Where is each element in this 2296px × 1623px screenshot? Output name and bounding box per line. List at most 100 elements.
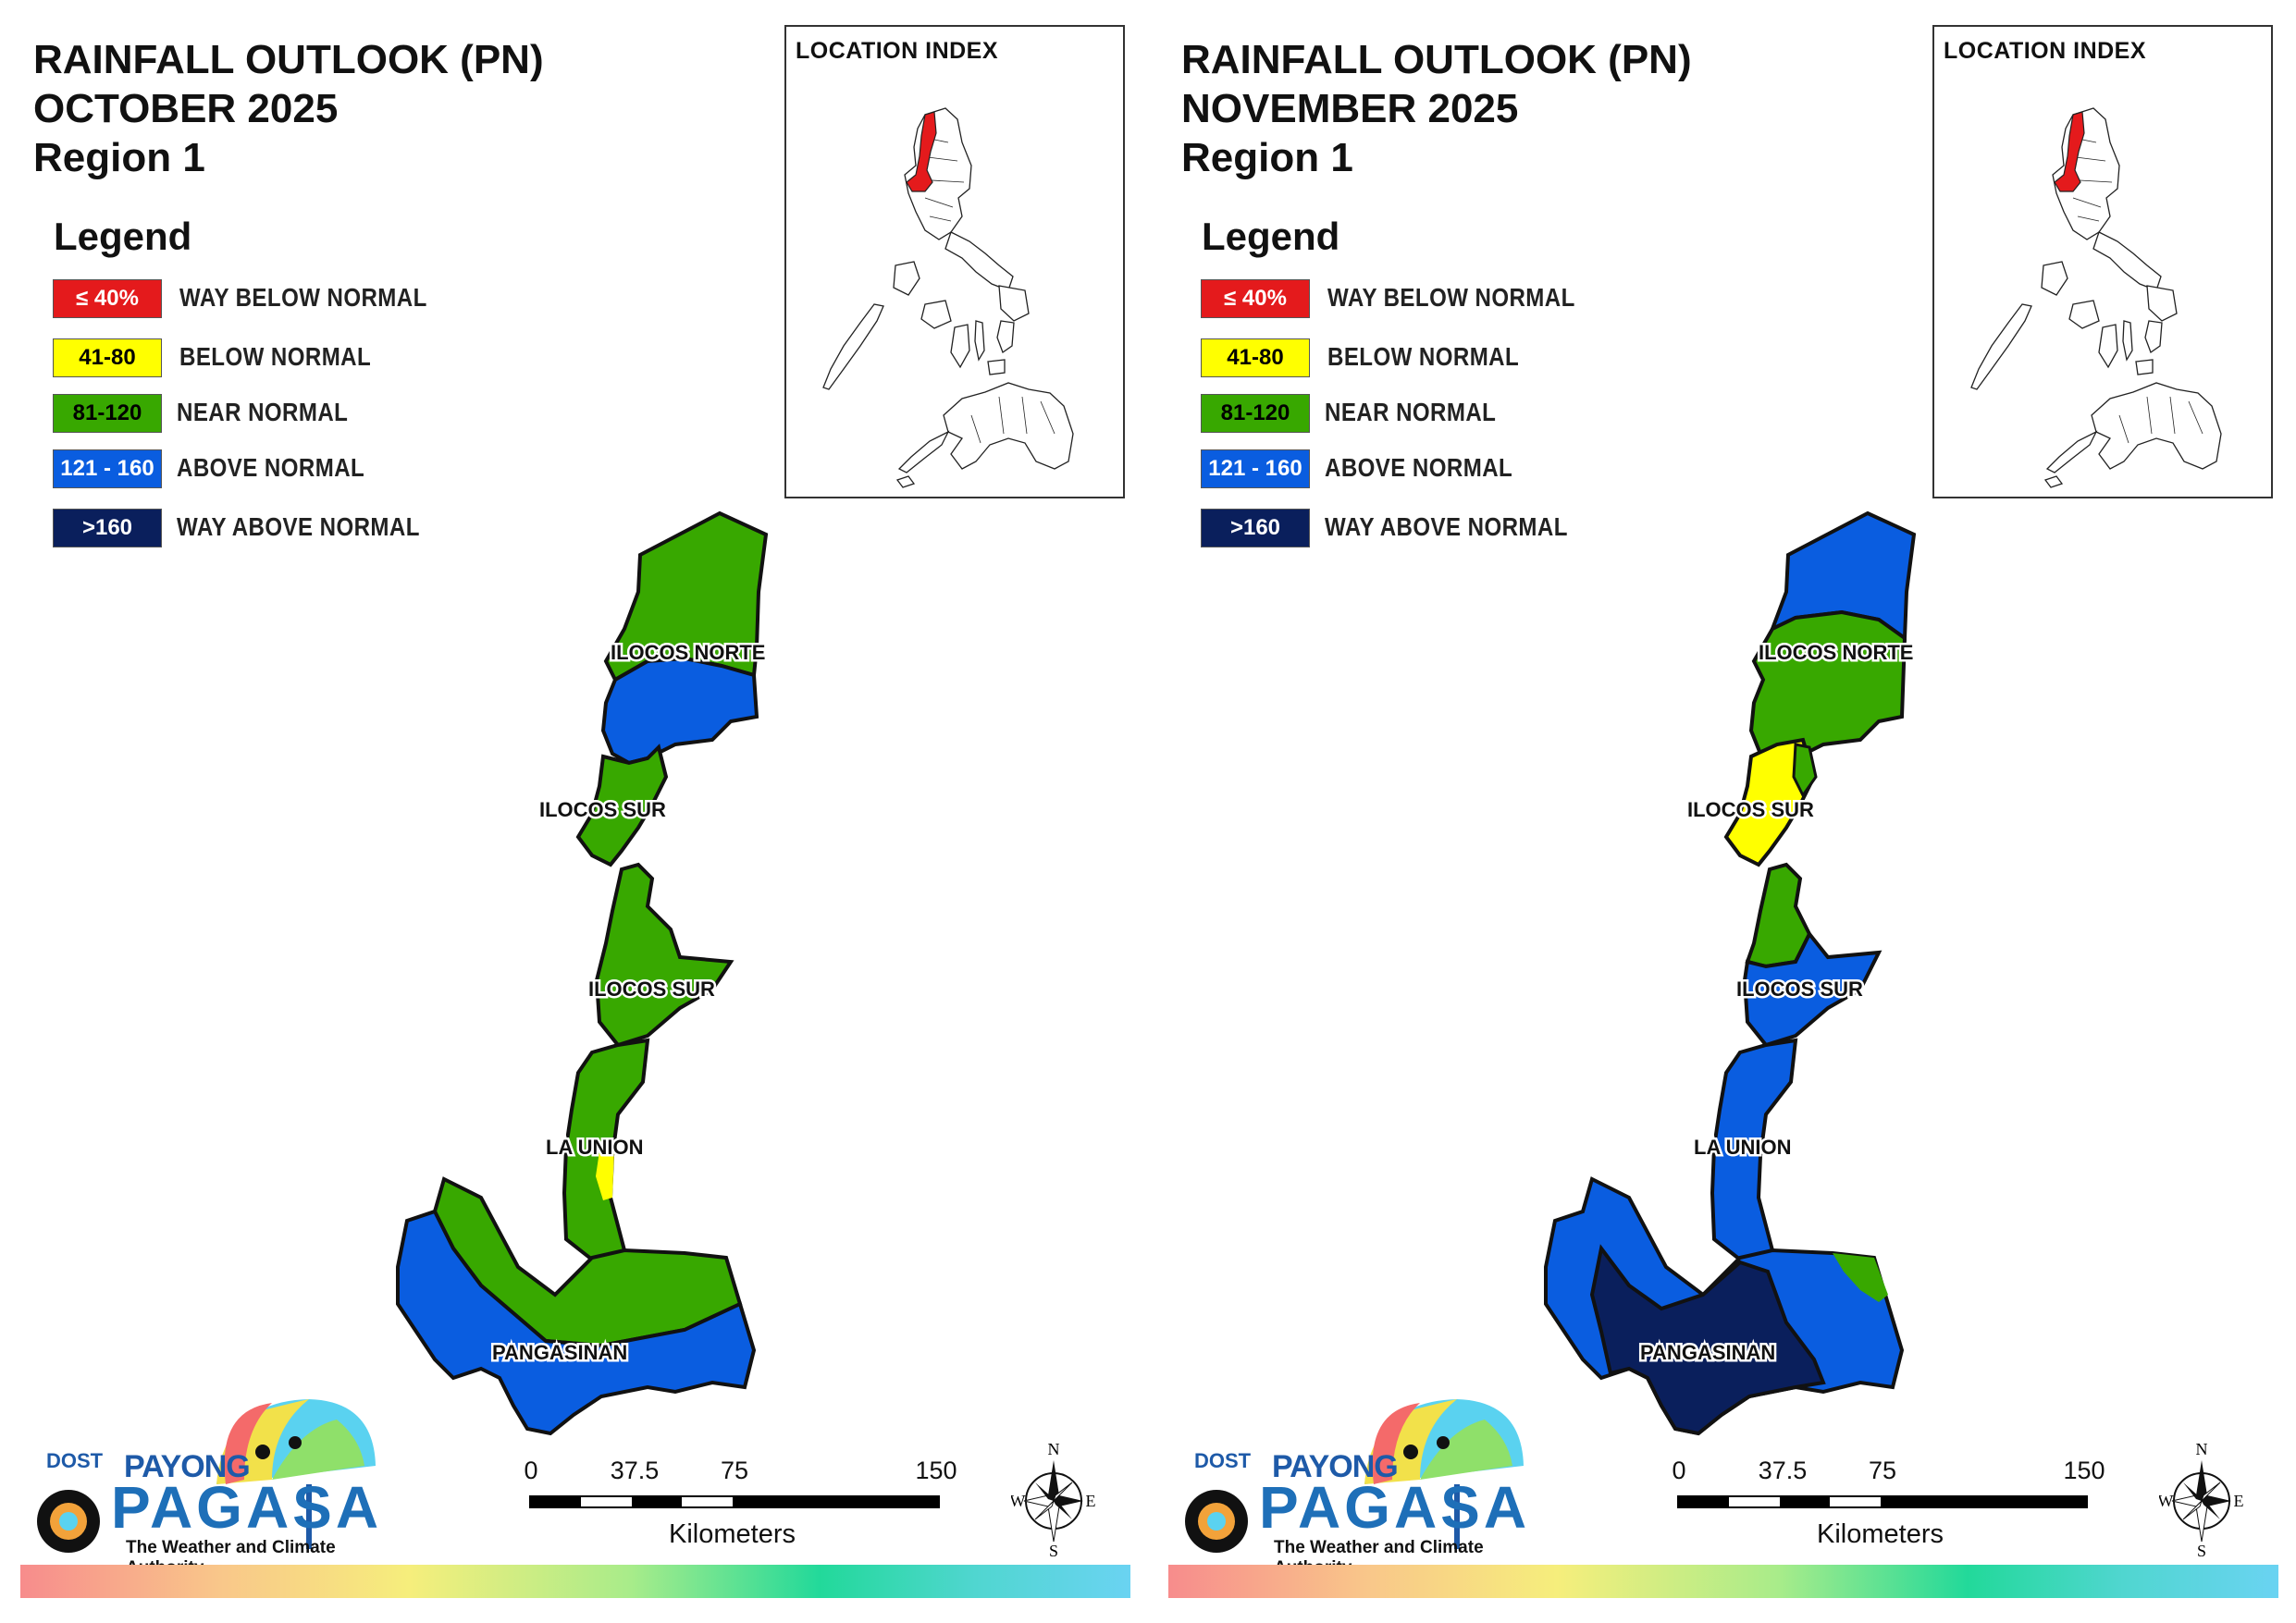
map-title: RAINFALL OUTLOOK (PN) NOVEMBER 2025 Regi… [1181,35,1692,182]
pagasa-text: PAGASA [1259,1474,1531,1541]
inset-title: LOCATION INDEX [796,38,999,64]
leyte-outline [996,320,1015,354]
scale-unit: Kilometers [669,1519,796,1549]
north-arrow: N S E W [2158,1440,2244,1560]
legend-item-way-below-normal: ≤ 40% WAY BELOW NORMAL [1201,279,1756,320]
legend-swatch: 121 - 160 [1201,449,1310,488]
inset-title: LOCATION INDEX [1944,38,2147,64]
legend-item-way-below-normal: ≤ 40% WAY BELOW NORMAL [53,279,608,320]
legend-swatch: >160 [1201,509,1310,547]
legend-title: Legend [54,215,192,258]
sulu-outline [2043,475,2064,488]
philippines-index-map [1970,107,2222,488]
pangasinan-above-normal [396,1209,757,1436]
label-ilocos-sur-north: ILOCOS SUR [539,798,666,821]
zamboanga-outline [2045,430,2098,473]
legend-label: NEAR NORMAL [177,398,349,426]
scale-tick: 0 [1672,1457,1686,1484]
umbrella-icon [37,1399,376,1553]
samar-outline [998,285,1030,322]
title-line3: Region 1 [33,135,205,180]
scale-bar: 0 37.5 75 150 Kilometers [524,1457,957,1558]
bohol-outline [2135,359,2154,375]
compass-w: W [1011,1492,1026,1510]
label-pangasinan: PANGASINAN [492,1341,627,1364]
mindoro-outline [893,261,920,296]
compass-s: S [1049,1542,1058,1560]
legend-item-near-normal: 81-120 NEAR NORMAL [53,394,608,435]
compass-n: N [2196,1440,2208,1458]
scale-bar: 0 37.5 75 150 Kilometers [1672,1457,2105,1558]
ilocos-norte-near-normal [1748,609,1907,766]
umbrella-icon [1185,1399,1524,1553]
dost-text: DOST [1194,1449,1252,1472]
leyte-outline [2144,320,2163,354]
ilocos-norte-above-normal [600,656,759,766]
palawan-outline [1970,303,2032,390]
mindanao-outline [943,382,1074,470]
scale-tick: 0 [524,1457,538,1484]
scale-tick: 75 [720,1457,749,1484]
title-line2: OCTOBER 2025 [33,86,339,131]
legend-label: WAY BELOW NORMAL [179,283,427,312]
label-ilocos-sur-north: ILOCOS SUR [1687,798,1814,821]
legend-item-below-normal: 41-80 BELOW NORMAL [53,338,608,379]
pagasa-logo: DOST PAYONG PAGASA The Weather and Clima… [1179,1392,1549,1578]
scale-tick: 37.5 [610,1457,660,1484]
ilocos-sur-south-above-normal [1742,930,1882,1048]
ilocos-sur-south-near-normal [594,862,734,1048]
north-arrow: N S E W [1010,1440,1096,1560]
label-la-union: LA UNION [546,1136,644,1159]
region1-map-november: ILOCOS NORTE ILOCOS SUR ILOCOS SUR LA UN… [1544,510,1917,1436]
legend-label: BELOW NORMAL [1327,342,1520,371]
legend-label: BELOW NORMAL [179,342,372,371]
zamboanga-outline [897,430,950,473]
legend-swatch: 41-80 [1201,338,1310,377]
legend-item-above-normal: 121 - 160 ABOVE NORMAL [1201,449,1756,490]
label-ilocos-sur-south: ILOCOS SUR [1736,977,1863,1001]
label-pangasinan: PANGASINAN [1640,1341,1775,1364]
ilocos-sur-north-below-normal [1723,737,1817,867]
legend-label: WAY ABOVE NORMAL [1325,512,1568,541]
bohol-outline [987,359,1006,375]
compass-s: S [2197,1542,2206,1560]
compass-e: E [1086,1492,1096,1510]
la-union-below-normal [596,1149,614,1200]
location-index-inset: LOCATION INDEX [784,25,1125,498]
legend-label: WAY ABOVE NORMAL [177,512,420,541]
pangasinan-near-normal [1833,1253,1888,1302]
region-1-highlight [2054,111,2085,192]
november-panel: RAINFALL OUTLOOK (PN) NOVEMBER 2025 Regi… [1148,0,2296,1623]
legend-swatch: ≤ 40% [53,279,162,318]
ilocos-sur-north-near-normal [1792,743,1818,798]
pangasinan-way-above-normal [1589,1244,1826,1436]
location-index-inset: LOCATION INDEX [1932,25,2273,498]
title-line1: RAINFALL OUTLOOK (PN) [1181,37,1692,82]
negros-outline [950,324,970,369]
legend-label: ABOVE NORMAL [1325,453,1513,482]
pagasa-text: PAGASA [111,1474,383,1541]
title-line1: RAINFALL OUTLOOK (PN) [33,37,544,82]
philippines-index-map [822,107,1074,488]
legend-swatch: 121 - 160 [53,449,162,488]
compass-rose-icon: N S E W [1010,1440,1096,1560]
cebu-outline [974,320,985,362]
footer-color-band [20,1565,1130,1598]
legend-item-way-above-normal: >160 WAY ABOVE NORMAL [53,509,608,549]
label-ilocos-sur-south: ILOCOS SUR [588,977,715,1001]
compass-n: N [1048,1440,1060,1458]
scale-unit: Kilometers [1817,1519,1944,1549]
legend-swatch: 41-80 [53,338,162,377]
label-ilocos-norte: ILOCOS NORTE [1759,641,1913,664]
samar-outline [2146,285,2178,322]
sulu-outline [895,475,916,488]
dost-text: DOST [46,1449,104,1472]
mindanao-outline [2091,382,2222,470]
legend-item-near-normal: 81-120 NEAR NORMAL [1201,394,1756,435]
map-title: RAINFALL OUTLOOK (PN) OCTOBER 2025 Regio… [33,35,544,182]
footer-color-band [1168,1565,2278,1598]
payong-text: PAYONG [1272,1449,1399,1484]
legend-item-way-above-normal: >160 WAY ABOVE NORMAL [1201,509,1756,549]
title-line2: NOVEMBER 2025 [1181,86,1519,131]
scale-tick: 150 [915,1457,957,1484]
